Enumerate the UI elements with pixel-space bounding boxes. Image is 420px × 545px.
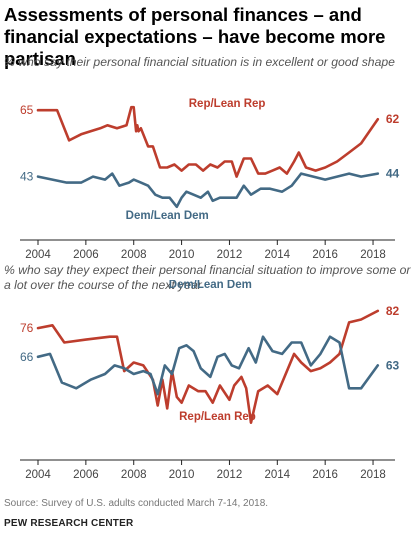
end-value-label: 44 bbox=[386, 167, 400, 181]
x-tick-label: 2014 bbox=[265, 469, 291, 480]
start-value-label: 65 bbox=[20, 103, 34, 117]
x-tick-label: 2008 bbox=[121, 249, 147, 261]
x-tick-label: 2016 bbox=[312, 469, 338, 480]
x-tick-label: 2010 bbox=[169, 469, 195, 480]
x-tick-label: 2016 bbox=[312, 249, 338, 261]
x-tick-label: 2012 bbox=[217, 469, 243, 480]
start-value-label: 66 bbox=[20, 350, 34, 364]
chart-title: Assessments of personal finances – and f… bbox=[4, 4, 386, 69]
start-value-label: 76 bbox=[20, 321, 34, 335]
end-value-label: 82 bbox=[386, 304, 400, 318]
chart1-subtitle: % who say their personal financial situa… bbox=[4, 55, 395, 69]
x-tick-label: 2006 bbox=[73, 469, 99, 480]
x-tick-label: 2008 bbox=[121, 469, 147, 480]
chart-future-expectations: 2004 2006 2008 2010 2012 2014 2016 2018 76 82 Rep/… bbox=[20, 280, 400, 480]
start-value-label: 43 bbox=[20, 170, 34, 184]
series-name-label: Dem/Lean Dem bbox=[126, 210, 209, 222]
x-tick-label: 2014 bbox=[265, 249, 291, 261]
x-tick-label: 2018 bbox=[360, 249, 386, 261]
series-name-label: Rep/Lean Rep bbox=[179, 411, 256, 423]
end-value-label: 62 bbox=[386, 112, 400, 126]
series-name-label: Rep/Lean Rep bbox=[189, 98, 266, 110]
end-value-label: 63 bbox=[386, 358, 400, 372]
chart2-subtitle: % who say they expect their personal fin… bbox=[4, 263, 411, 292]
x-tick-label: 2004 bbox=[25, 249, 51, 261]
dem-series-line bbox=[36, 335, 380, 396]
rep-series-line bbox=[36, 309, 380, 424]
x-tick-label: 2012 bbox=[217, 249, 243, 261]
x-tick-label: 2010 bbox=[169, 249, 195, 261]
source-note: Source: Survey of U.S. adults conducted … bbox=[4, 498, 269, 509]
org-logo-text: PEW RESEARCH CENTER bbox=[4, 518, 134, 529]
chart-current-finances: 2004 2006 2008 2010 2012 2014 2016 2018 65 62 Rep/… bbox=[20, 98, 400, 261]
x-tick-label: 2018 bbox=[360, 469, 386, 480]
x-tick-label: 2004 bbox=[25, 469, 51, 480]
x-tick-label: 2006 bbox=[73, 249, 99, 261]
rep-series-line bbox=[36, 105, 380, 178]
dem-series-line bbox=[36, 172, 380, 209]
series-name-label: Dem/Lean Dem bbox=[169, 280, 252, 291]
